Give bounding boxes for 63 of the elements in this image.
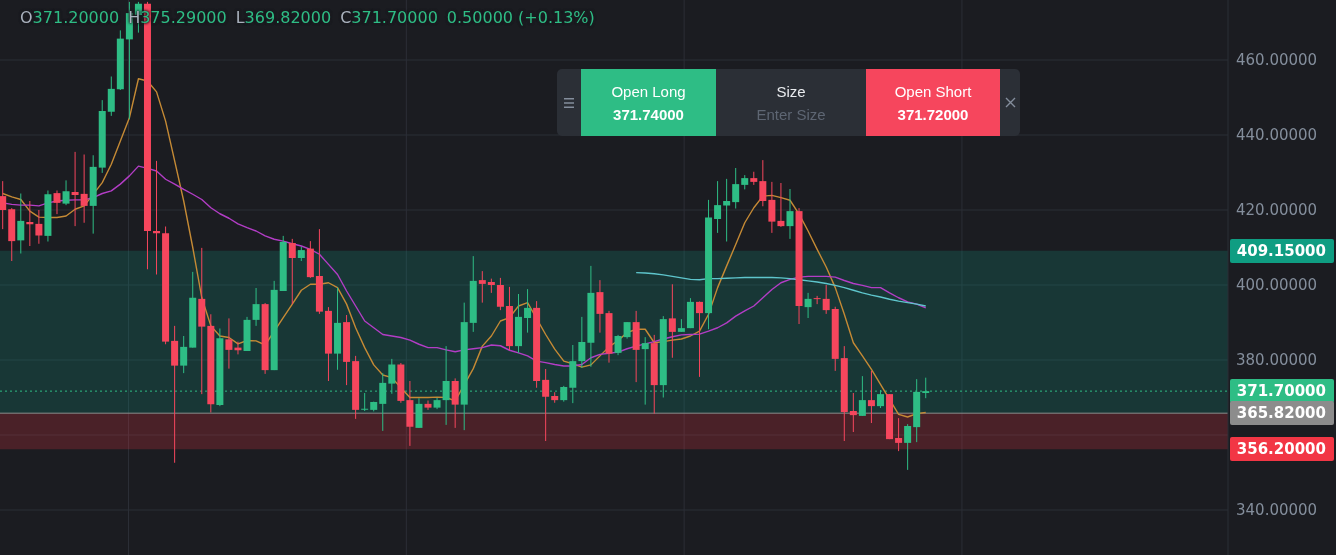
annotation: Open Long [611,82,686,100]
line-series [635,271,927,307]
candlestick [424,400,432,411]
ref-line-label: 371.70000 [1230,379,1334,404]
candlestick [80,154,88,224]
candlestick [732,167,740,209]
annotation: Enter Size [756,105,826,123]
candlestick [225,317,233,370]
candlestick [496,277,504,311]
annotation: 371.74000 [613,105,684,123]
candlestick [813,295,821,305]
annotation: 369.82000 [244,8,332,27]
candlestick [822,284,830,315]
candlestick [867,370,875,424]
y-tick-label: 460.00000 [1236,51,1318,70]
candlestick [777,182,785,228]
candlestick [759,159,767,207]
candlestick [252,287,260,327]
candlestick [62,179,70,206]
candlestick [35,209,43,245]
candlestick [695,301,703,378]
candlestick [107,76,115,117]
candlestick [17,193,25,254]
band-label: 356.20000 [1230,437,1334,462]
candlestick [895,417,903,452]
candlestick [714,180,722,234]
candlestick [524,288,532,334]
candlestick [361,392,369,412]
y-tick-label: 440.00000 [1236,126,1318,145]
candlestick [180,335,188,374]
annotation: Size [776,82,806,100]
candlestick [849,392,857,433]
candlestick [904,423,912,471]
y-tick-label: 340.00000 [1236,501,1318,520]
band-label: 409.15000 [1230,238,1334,263]
candlestick [786,188,794,240]
annotation: O [20,8,33,27]
annotation: 371.20000 [32,8,120,27]
y-tick-label: 420.00000 [1236,201,1318,220]
candlestick [768,181,776,234]
y-tick-label: 380.00000 [1236,351,1318,370]
candlestick [478,270,486,304]
candlestick [723,178,731,242]
y-tick-label: 400.00000 [1236,276,1318,295]
annotation: C [340,8,352,27]
annotation: L [235,8,245,27]
candlestick [578,316,586,369]
annotation: 371.70000 [351,8,438,27]
candlestick [71,151,79,227]
candlestick [0,180,7,230]
candlestick [288,238,296,305]
candlestick [53,190,61,215]
annotation: 371.72000 [897,105,969,123]
candlestick [596,279,604,334]
candlestick [542,368,550,442]
candlestick [668,283,676,359]
candlestick [451,377,459,429]
annotation: Open Short [894,82,972,100]
candlestick [804,292,812,319]
ref-line-label: 365.82000 [1230,401,1334,426]
candlestick [614,334,622,356]
annotation: 0.50000 (+0.13%) [446,8,595,27]
candlestick [415,397,423,429]
